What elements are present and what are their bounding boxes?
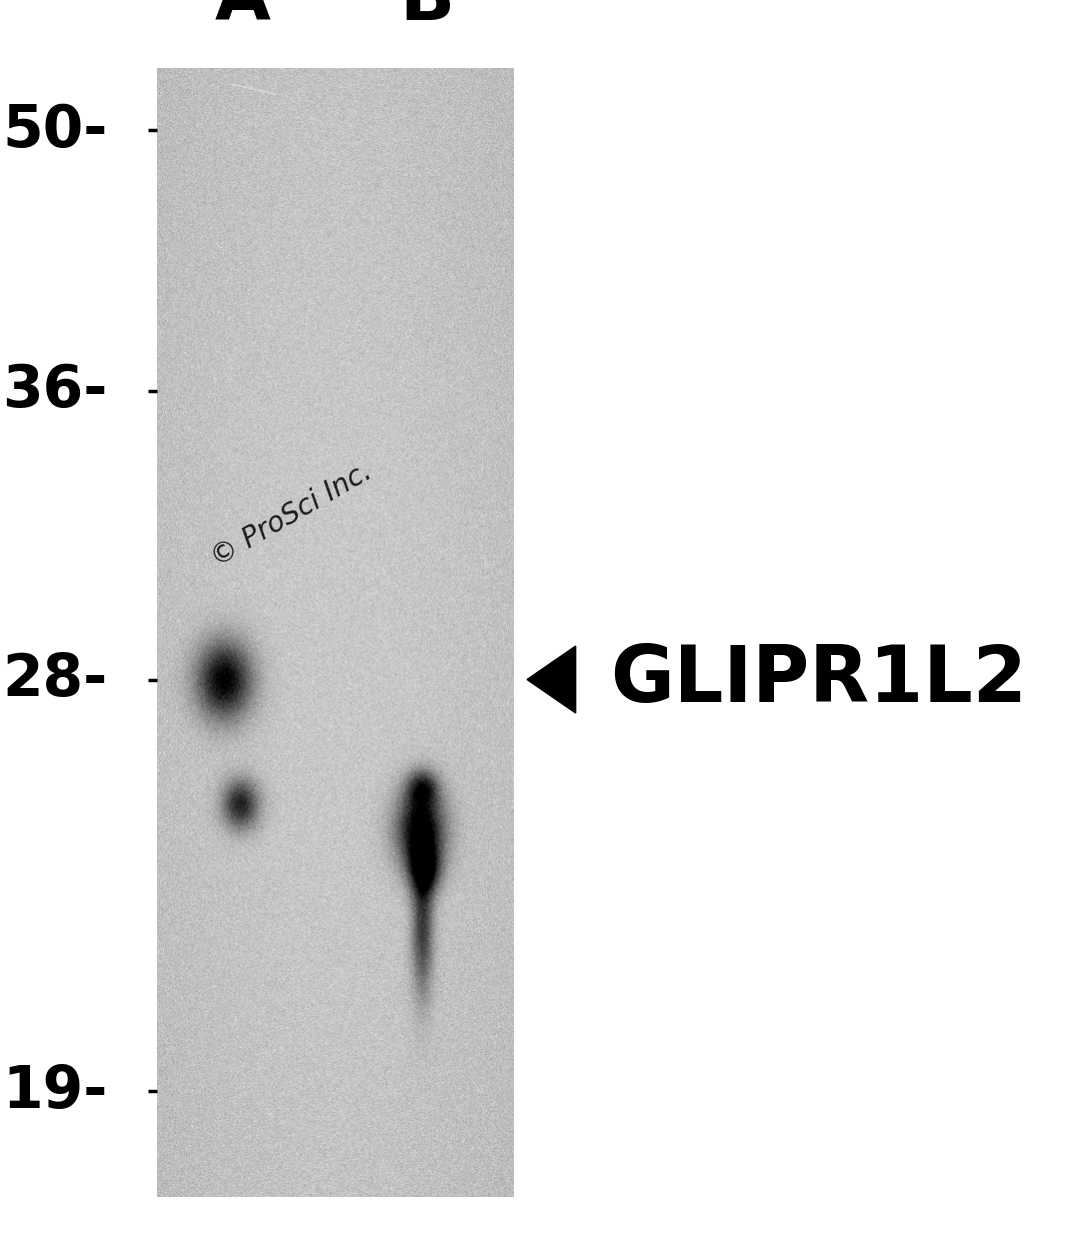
Text: B: B bbox=[399, 0, 455, 35]
Text: 28-: 28- bbox=[3, 651, 108, 708]
Text: GLIPR1L2: GLIPR1L2 bbox=[610, 641, 1027, 718]
Text: A: A bbox=[215, 0, 271, 35]
Text: 36-: 36- bbox=[2, 362, 108, 419]
Text: 50-: 50- bbox=[2, 102, 108, 159]
Text: 19-: 19- bbox=[2, 1063, 108, 1120]
Polygon shape bbox=[527, 646, 576, 713]
Text: © ProSci Inc.: © ProSci Inc. bbox=[206, 458, 377, 572]
